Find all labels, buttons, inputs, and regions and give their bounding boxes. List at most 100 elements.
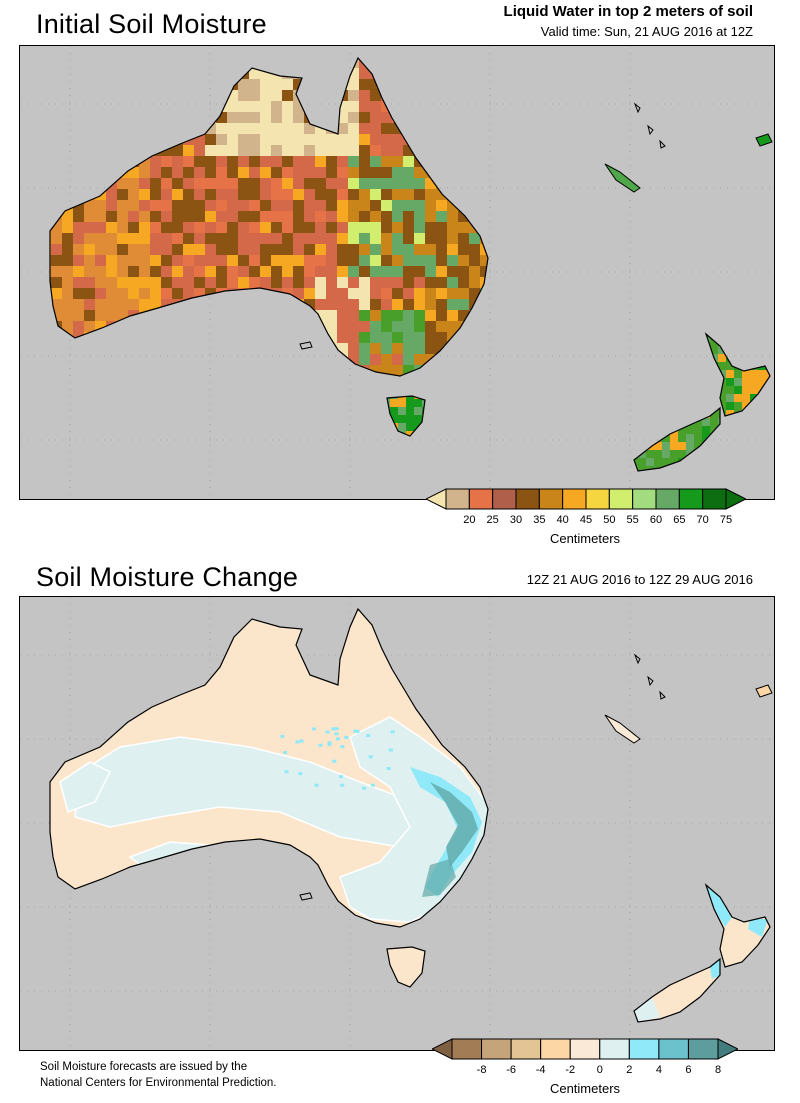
moisture-cell	[670, 474, 678, 482]
moisture-cell	[654, 426, 662, 434]
moisture-cell	[348, 332, 359, 343]
moisture-cell	[216, 244, 227, 255]
moisture-cell	[381, 58, 392, 68]
moisture-cell	[50, 299, 51, 310]
moisture-cell	[359, 145, 370, 156]
moisture-cell	[638, 458, 646, 466]
moisture-cell	[491, 244, 502, 255]
moisture-cell	[304, 354, 315, 365]
moisture-cell	[398, 423, 406, 431]
moisture-cell	[106, 189, 117, 200]
moisture-cell	[62, 46, 73, 57]
moisture-cell	[50, 101, 51, 112]
moisture-cell	[315, 332, 326, 343]
moisture-cell	[686, 354, 694, 362]
moisture-cell	[51, 244, 62, 255]
moisture-cell	[381, 145, 392, 156]
moisture-cell	[436, 288, 447, 299]
moisture-cell	[216, 68, 227, 79]
moisture-cell	[216, 167, 227, 178]
colorbar-tick-label: -2	[565, 1064, 576, 1076]
moisture-cell	[238, 101, 249, 112]
moisture-cell	[50, 266, 51, 277]
moisture-cell	[205, 112, 216, 123]
moisture-cell	[734, 442, 742, 450]
moisture-cell	[238, 112, 249, 123]
moisture-cell	[238, 277, 249, 288]
moisture-cell	[51, 332, 62, 343]
moisture-cell	[742, 378, 750, 386]
colorbar-swatch	[608, 488, 634, 510]
moisture-cell	[205, 332, 216, 343]
moisture-cell	[282, 156, 293, 167]
moisture-cell	[51, 178, 62, 189]
colorbar-swatch	[585, 488, 610, 510]
moisture-cell	[392, 200, 403, 211]
moisture-cell	[337, 365, 348, 376]
moisture-cell	[183, 211, 194, 222]
colorbar-swatch	[451, 1038, 483, 1060]
moisture-cell	[491, 200, 502, 211]
moisture-cell	[216, 277, 227, 288]
moisture-cell	[238, 79, 249, 90]
moisture-cell	[392, 299, 403, 310]
moisture-cell	[447, 321, 458, 332]
moisture-cell	[491, 310, 502, 321]
moisture-cell	[282, 321, 293, 332]
moisture-cell	[260, 376, 271, 387]
moisture-cell	[348, 178, 359, 189]
moisture-cell	[249, 46, 260, 57]
moisture-cell	[469, 299, 480, 310]
moisture-cell	[271, 145, 282, 156]
moisture-cell	[161, 321, 172, 332]
moisture-cell	[128, 277, 139, 288]
moisture-cell	[227, 343, 238, 354]
moisture-cell	[458, 354, 469, 365]
moisture-cell	[425, 156, 436, 167]
moisture-cell	[227, 90, 238, 101]
moisture-cell	[172, 277, 183, 288]
moisture-cell	[183, 101, 194, 112]
moisture-cell	[205, 365, 216, 376]
moisture-cell	[40, 46, 51, 57]
moisture-cell	[348, 68, 359, 79]
moisture-cell	[194, 46, 205, 57]
moisture-cell	[348, 134, 359, 145]
colorbar-swatch	[481, 1038, 512, 1060]
panel2-colorbar-ticks: -8 -6 -4 -2 0 2 4 6 8	[432, 1064, 738, 1078]
moisture-cell	[750, 466, 758, 471]
moisture-cell	[726, 450, 734, 458]
moisture-cell	[227, 167, 238, 178]
moisture-cell	[106, 145, 117, 156]
moisture-cell	[62, 167, 73, 178]
moisture-cell	[718, 334, 726, 338]
moisture-cell	[392, 123, 403, 134]
moisture-cell	[414, 255, 425, 266]
moisture-cell	[654, 362, 662, 370]
moisture-cell	[326, 321, 337, 332]
moisture-cell	[654, 338, 662, 346]
vanuatu-islands	[633, 102, 666, 149]
moisture-cell	[249, 233, 260, 244]
moisture-cell	[282, 310, 293, 321]
moisture-cell	[161, 101, 172, 112]
panel1-colorbar-unit: Centimeters	[549, 531, 621, 546]
moisture-cell	[84, 310, 95, 321]
moisture-cell	[694, 474, 702, 482]
moisture-cell	[381, 343, 392, 354]
moisture-cell	[172, 310, 183, 321]
moisture-cell	[73, 189, 84, 200]
moisture-cell	[271, 365, 282, 376]
moisture-cell	[370, 310, 381, 321]
moisture-cell	[491, 332, 502, 343]
colorbar-tick-label: -8	[476, 1064, 487, 1076]
moisture-cell	[726, 426, 734, 434]
moisture-cell	[381, 255, 392, 266]
moisture-cell	[304, 68, 315, 79]
moisture-cell	[337, 376, 348, 387]
moisture-cell	[758, 410, 766, 418]
moisture-cell	[381, 112, 392, 123]
moisture-cell	[370, 145, 381, 156]
moisture-cell	[249, 145, 260, 156]
moisture-cell	[447, 58, 458, 68]
